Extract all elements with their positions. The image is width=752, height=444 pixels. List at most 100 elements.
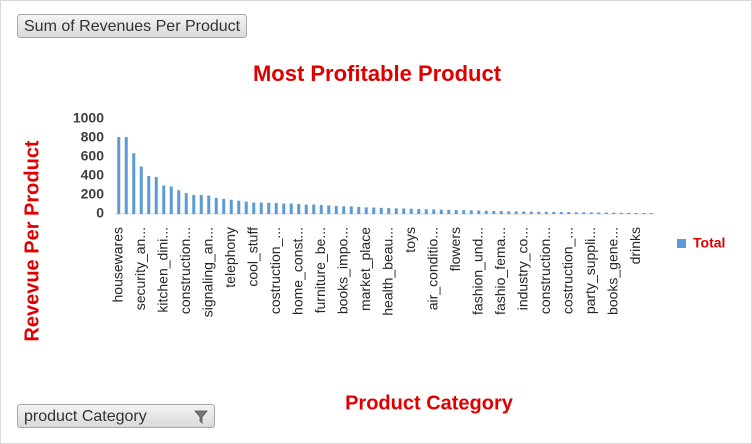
bar bbox=[177, 190, 181, 214]
x-tick-label: drinks bbox=[627, 227, 643, 264]
bar bbox=[462, 210, 466, 214]
bar bbox=[454, 210, 458, 214]
bar bbox=[552, 211, 556, 214]
bar bbox=[447, 209, 451, 214]
bar bbox=[417, 209, 421, 214]
bar bbox=[477, 210, 481, 214]
bar bbox=[244, 201, 248, 214]
bar bbox=[484, 210, 488, 214]
x-tick-label: housewares bbox=[109, 227, 125, 303]
legend-swatch bbox=[677, 239, 686, 248]
x-tick-label: furniture_be... bbox=[312, 227, 328, 313]
x-tick-label: books_impo... bbox=[334, 227, 350, 314]
bar bbox=[297, 204, 301, 214]
x-tick-label: fashio_fema... bbox=[492, 227, 508, 315]
bar bbox=[379, 207, 383, 214]
bar bbox=[229, 199, 233, 214]
x-tick-label: home_const... bbox=[289, 227, 305, 315]
y-tick-label: 800 bbox=[81, 129, 105, 145]
x-tick-label: signaling_an... bbox=[199, 227, 215, 317]
bar bbox=[267, 202, 271, 214]
value-field-button[interactable]: Sum of Revenues Per Product bbox=[17, 14, 248, 38]
x-tick-label: construction... bbox=[537, 227, 553, 314]
axis-field-button[interactable]: product Category bbox=[17, 404, 215, 428]
bar bbox=[132, 153, 136, 214]
x-tick-label: toys bbox=[402, 227, 418, 253]
bar bbox=[214, 197, 218, 214]
bar bbox=[357, 206, 361, 214]
bar bbox=[327, 205, 331, 214]
x-tick-label: air_conditio... bbox=[424, 227, 440, 310]
bar bbox=[619, 212, 623, 214]
bar bbox=[559, 212, 563, 214]
x-tick-label: kitchen_dini... bbox=[154, 227, 170, 313]
bar bbox=[634, 212, 638, 214]
bar bbox=[402, 208, 406, 214]
bar bbox=[387, 208, 391, 214]
bar bbox=[522, 211, 526, 214]
bar bbox=[364, 207, 368, 214]
x-tick-label: market_place bbox=[357, 227, 373, 311]
x-tick-label: flowers bbox=[447, 227, 463, 271]
filter-icon bbox=[194, 410, 208, 424]
bar bbox=[304, 204, 308, 214]
axis-field-label: product Category bbox=[24, 408, 147, 425]
bar bbox=[589, 212, 593, 214]
bar bbox=[184, 193, 188, 214]
bar bbox=[499, 211, 503, 214]
bar bbox=[162, 185, 166, 214]
bar bbox=[154, 176, 158, 214]
bar bbox=[124, 137, 128, 214]
bar bbox=[604, 212, 608, 214]
bar bbox=[424, 209, 428, 214]
bar bbox=[282, 203, 286, 214]
x-tick-label: security_an... bbox=[132, 227, 148, 310]
bar bbox=[394, 208, 398, 214]
bar bbox=[514, 211, 518, 214]
bar bbox=[289, 203, 293, 214]
bar bbox=[507, 211, 511, 214]
bar bbox=[409, 208, 413, 214]
chart-title: Most Profitable Product bbox=[253, 61, 502, 86]
bar bbox=[597, 212, 601, 214]
y-axis-title: Revevue Per Product bbox=[21, 140, 43, 342]
bar bbox=[529, 211, 533, 214]
bar bbox=[567, 212, 571, 214]
x-tick-label: fashion_und... bbox=[469, 227, 485, 315]
bar bbox=[169, 186, 173, 214]
x-tick-label: books_gene... bbox=[604, 227, 620, 315]
y-tick-label: 400 bbox=[81, 167, 105, 183]
bar bbox=[147, 176, 151, 214]
bar bbox=[537, 211, 541, 214]
bar bbox=[259, 202, 263, 214]
bar bbox=[642, 213, 646, 214]
y-tick-label: 600 bbox=[81, 148, 105, 164]
bar bbox=[349, 206, 353, 214]
bar bbox=[612, 212, 616, 214]
x-tick-label: health_beau... bbox=[379, 227, 395, 316]
x-tick-label: cool_stuff bbox=[244, 227, 260, 287]
x-tick-label: construction... bbox=[177, 227, 193, 314]
x-tick-label: party_suppli... bbox=[582, 227, 598, 314]
bar bbox=[582, 212, 586, 214]
bar bbox=[312, 204, 316, 214]
bar bbox=[252, 202, 256, 214]
bar bbox=[334, 205, 338, 214]
bar bbox=[342, 206, 346, 214]
bar bbox=[439, 209, 443, 214]
x-tick-label: telephony bbox=[222, 227, 238, 288]
y-tick-label: 0 bbox=[96, 205, 104, 221]
bar bbox=[544, 211, 548, 214]
bar bbox=[199, 195, 203, 214]
y-tick-label: 1000 bbox=[73, 110, 104, 126]
bar bbox=[432, 209, 436, 214]
bar bbox=[222, 198, 226, 214]
bar bbox=[207, 195, 211, 214]
bar bbox=[237, 200, 241, 214]
y-tick-label: 200 bbox=[81, 186, 105, 202]
legend-label: Total bbox=[693, 235, 725, 251]
x-axis-title: Product Category bbox=[345, 392, 514, 414]
bar bbox=[649, 213, 653, 214]
bar bbox=[372, 207, 376, 214]
